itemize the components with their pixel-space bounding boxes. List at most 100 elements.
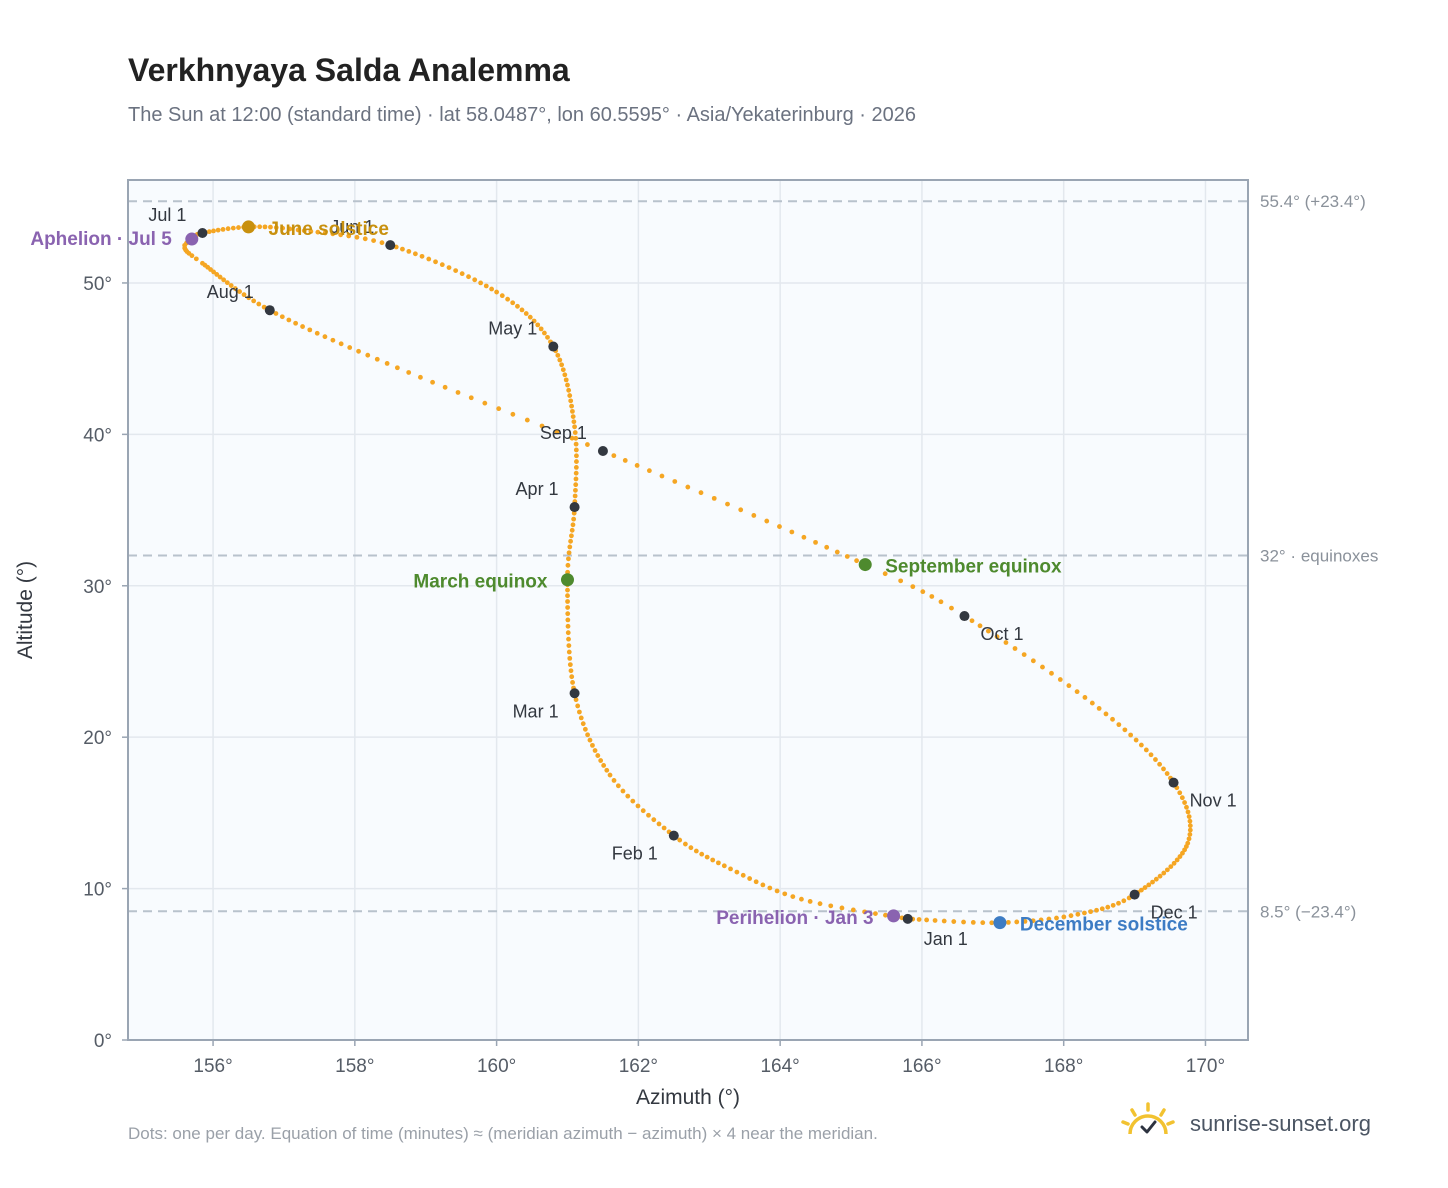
- daily-sun-dot: [834, 549, 840, 555]
- daily-sun-dot: [211, 228, 216, 234]
- daily-sun-dot: [1040, 664, 1045, 670]
- daily-sun-dot: [710, 857, 716, 863]
- daily-sun-dot: [572, 493, 578, 499]
- month-marker-dot: [1129, 889, 1140, 900]
- daily-sun-dot: [1082, 695, 1088, 700]
- daily-sun-dot: [241, 292, 247, 298]
- daily-sun-dot: [567, 655, 573, 661]
- daily-sun-dot: [217, 274, 223, 280]
- daily-sun-dot: [1057, 677, 1063, 682]
- daily-sun-dot: [1171, 860, 1177, 866]
- daily-sun-dot: [346, 233, 352, 239]
- daily-sun-dot: [630, 798, 636, 804]
- daily-sun-dot: [941, 918, 947, 924]
- daily-sun-dot: [711, 495, 717, 501]
- daily-sun-dot: [565, 611, 571, 617]
- daily-sun-dot: [1157, 761, 1163, 767]
- brand-name[interactable]: sunrise-sunset.org: [1190, 1111, 1371, 1136]
- daily-sun-dot: [1157, 873, 1163, 879]
- daily-sun-dot: [406, 370, 412, 375]
- daily-sun-dot: [980, 920, 986, 926]
- x-tick-label: 162°: [619, 1056, 658, 1077]
- daily-sun-dot: [566, 643, 572, 649]
- daily-sun-dot: [844, 554, 850, 559]
- daily-sun-dot: [1014, 919, 1020, 925]
- daily-sun-dot: [1061, 914, 1067, 920]
- daily-sun-dot: [189, 253, 195, 259]
- plot-area: [128, 180, 1248, 1040]
- month-marker-dot: [902, 913, 913, 924]
- daily-sun-dot: [813, 539, 818, 545]
- daily-sun-dot: [433, 259, 438, 265]
- daily-sun-dot: [1105, 904, 1111, 910]
- axes: 156° 158° 160° 162° 164° 166° 168° 170° 0° 10° 20°…: [83, 274, 1225, 1077]
- daily-sun-dot: [400, 246, 405, 252]
- daily-sun-dot: [622, 458, 628, 463]
- daily-sun-dot: [1187, 827, 1193, 833]
- daily-sun-dot: [817, 901, 823, 907]
- daily-sun-dot: [300, 324, 305, 329]
- daily-sun-dot: [287, 226, 293, 232]
- daily-sun-dot: [347, 345, 353, 350]
- daily-sun-dot: [1142, 885, 1148, 890]
- daily-sun-dot: [419, 253, 425, 259]
- daily-sun-dot: [566, 649, 572, 655]
- chart-subtitle: The Sun at 12:00 (standard time) · lat 5…: [128, 104, 916, 126]
- brand[interactable]: sunrise-sunset.org: [1120, 1101, 1371, 1144]
- daily-sun-dot: [873, 911, 878, 917]
- daily-sun-dot: [322, 230, 328, 236]
- daily-sun-dot: [1103, 711, 1109, 717]
- daily-sun-dot: [611, 778, 617, 783]
- daily-sun-dot: [677, 837, 683, 843]
- daily-sun-dot: [1094, 907, 1099, 913]
- daily-sun-dot: [839, 905, 845, 911]
- daily-sun-dot: [1116, 900, 1121, 906]
- daily-sun-dot: [1182, 800, 1187, 805]
- daily-sun-dot: [634, 463, 640, 468]
- daily-sun-dot: [1054, 915, 1059, 921]
- daily-sun-dot: [557, 357, 563, 363]
- daily-sun-dot: [577, 709, 582, 715]
- event-markers: June solstice December solstice March equi…: [30, 219, 1187, 936]
- daily-sun-dot: [1096, 706, 1102, 711]
- daily-sun-dot: [371, 238, 377, 244]
- daily-sun-dot: [585, 442, 590, 447]
- daily-sun-dot: [774, 888, 780, 894]
- daily-sun-dot: [932, 918, 938, 923]
- daily-sun-dot: [228, 283, 234, 288]
- daily-sun-dot: [295, 227, 301, 233]
- daily-sun-dot: [751, 513, 757, 518]
- daily-sun-dot: [568, 668, 574, 674]
- daily-sun-dot: [571, 510, 577, 516]
- daily-sun-dot: [693, 848, 699, 854]
- daily-sun-dot: [565, 617, 571, 623]
- daily-sun-dot: [569, 533, 574, 539]
- daily-sun-dot: [569, 674, 575, 680]
- daily-sun-dot: [567, 393, 573, 398]
- daily-sun-dot: [604, 767, 610, 773]
- daily-sun-dot: [1110, 716, 1115, 722]
- daily-sun-dot: [688, 845, 694, 851]
- daily-sun-dot: [565, 623, 571, 629]
- event-marker-label: Perihelion · Jan 3: [716, 908, 873, 929]
- daily-sun-dot: [789, 529, 795, 535]
- daily-sun-dot: [538, 326, 544, 332]
- daily-sun-dot: [236, 225, 241, 230]
- daily-sun-dot: [1005, 919, 1011, 925]
- daily-sun-dot: [535, 322, 541, 328]
- daily-sun-dot: [738, 507, 744, 513]
- daily-sun-dot: [573, 447, 579, 453]
- daily-sun-dot: [322, 334, 328, 340]
- daily-sun-dot: [567, 662, 573, 668]
- daily-sun-dot: [527, 314, 533, 320]
- daily-sun-dot: [1153, 876, 1159, 882]
- daily-sun-dot: [898, 578, 904, 584]
- daily-sun-dot: [1049, 670, 1054, 676]
- daily-sun-dot: [384, 361, 390, 366]
- daily-sun-dot: [446, 265, 452, 270]
- month-marker-label: Oct 1: [980, 624, 1023, 644]
- daily-sun-dot: [568, 538, 573, 544]
- daily-sun-dot: [573, 487, 578, 493]
- daily-sun-dot: [1022, 919, 1028, 924]
